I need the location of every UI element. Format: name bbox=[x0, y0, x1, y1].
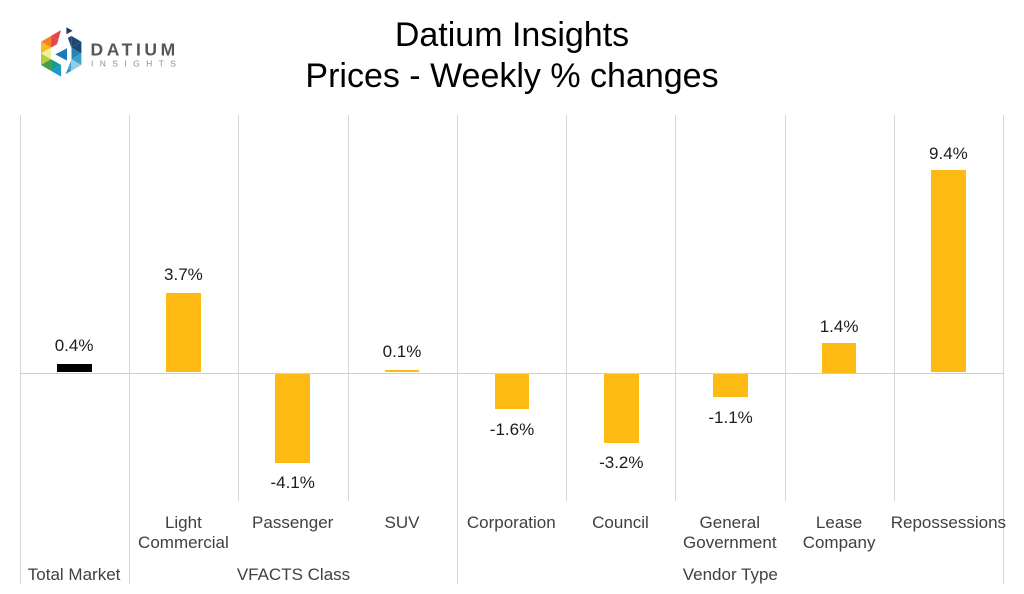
svg-text:DATIUM: DATIUM bbox=[91, 40, 179, 60]
svg-text:INSIGHTS: INSIGHTS bbox=[91, 58, 182, 68]
